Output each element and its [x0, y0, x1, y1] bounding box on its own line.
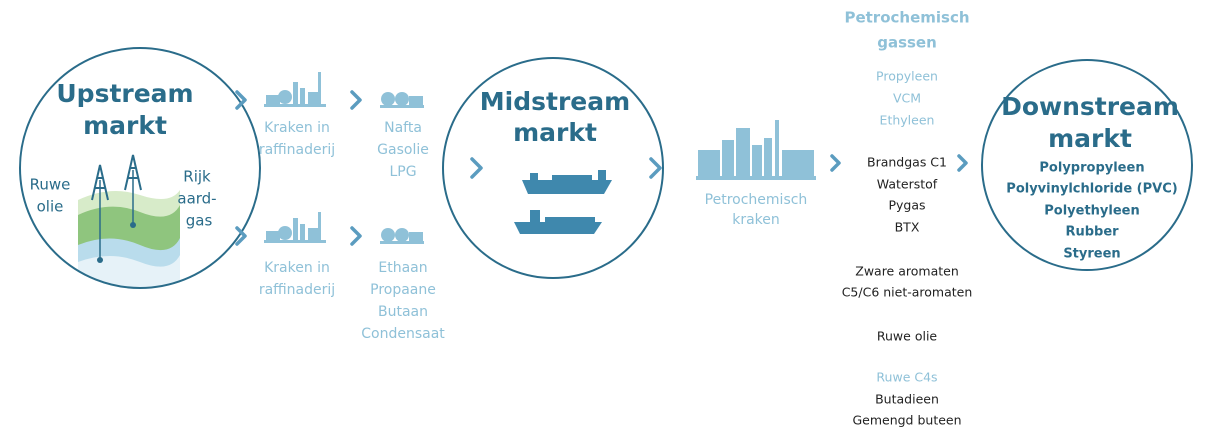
midstream-title: markt — [513, 118, 597, 147]
product-label: Butaan — [378, 304, 428, 320]
source-label: Rijk — [183, 168, 211, 186]
process-label: raffinaderij — [259, 282, 335, 298]
product-label: Propaane — [370, 282, 436, 298]
derricks — [91, 154, 142, 201]
process-label: Kraken in — [264, 120, 330, 136]
source-label: olie — [37, 198, 64, 216]
output-subheading: Ruwe C4s — [876, 370, 937, 385]
refinery-icon — [264, 212, 326, 243]
output-label: Ruwe olie — [877, 329, 938, 344]
tank-icon — [380, 228, 424, 244]
downstream-title: markt — [1048, 124, 1132, 153]
process-label: Petrochemisch — [705, 192, 808, 208]
output-heading: gassen — [877, 34, 937, 52]
downstream-product: Rubber — [1065, 225, 1119, 240]
gas-label: VCM — [893, 91, 921, 106]
output-label: BTX — [895, 220, 920, 235]
refinery-icon — [264, 72, 326, 107]
process-label: kraken — [732, 212, 780, 228]
midstream-title: Midstream — [480, 87, 630, 116]
output-label: Gemengd buteen — [852, 413, 961, 428]
product-label: Nafta — [384, 120, 422, 136]
tank-icon — [380, 92, 424, 108]
product-label: Ethaan — [378, 260, 427, 276]
arrows — [235, 90, 968, 246]
output-label: Pygas — [888, 198, 925, 213]
product-label: Gasolie — [377, 142, 429, 158]
output-heading: Petrochemisch — [844, 9, 969, 27]
output-label: Waterstof — [877, 177, 938, 192]
source-label: gas — [186, 212, 213, 230]
upstream-illustration — [78, 170, 180, 288]
downstream-title: Downstream — [1001, 92, 1179, 121]
process-label: Kraken in — [264, 260, 330, 276]
output-label: Brandgas C1 — [867, 155, 947, 170]
output-label: C5/C6 niet-aromaten — [842, 285, 973, 300]
downstream-circle — [981, 59, 1193, 271]
gas-label: Ethyleen — [880, 113, 935, 128]
downstream-product: Polyvinylchloride (PVC) — [1006, 182, 1177, 197]
source-label: Ruwe — [30, 176, 71, 194]
upstream-title: Upstream — [56, 79, 193, 108]
downstream-product: Polypropyleen — [1039, 161, 1144, 176]
downstream-product: Styreen — [1063, 247, 1120, 262]
tanker-ship — [522, 170, 612, 194]
output-label: Butadieen — [875, 392, 939, 407]
downstream-product: Polyethyleen — [1044, 204, 1140, 219]
upstream-title: markt — [83, 111, 167, 140]
petrochemical-plant-icon — [696, 120, 816, 180]
process-label: raffinaderij — [259, 142, 335, 158]
tanker-ship — [514, 210, 602, 234]
source-label: aard- — [177, 190, 216, 208]
output-label: Zware aromaten — [855, 264, 959, 279]
product-label: LPG — [389, 164, 416, 180]
product-label: Condensaat — [361, 326, 445, 342]
gas-label: Propyleen — [876, 69, 938, 84]
upstream-circle — [19, 47, 261, 289]
midstream-circle — [442, 57, 664, 279]
